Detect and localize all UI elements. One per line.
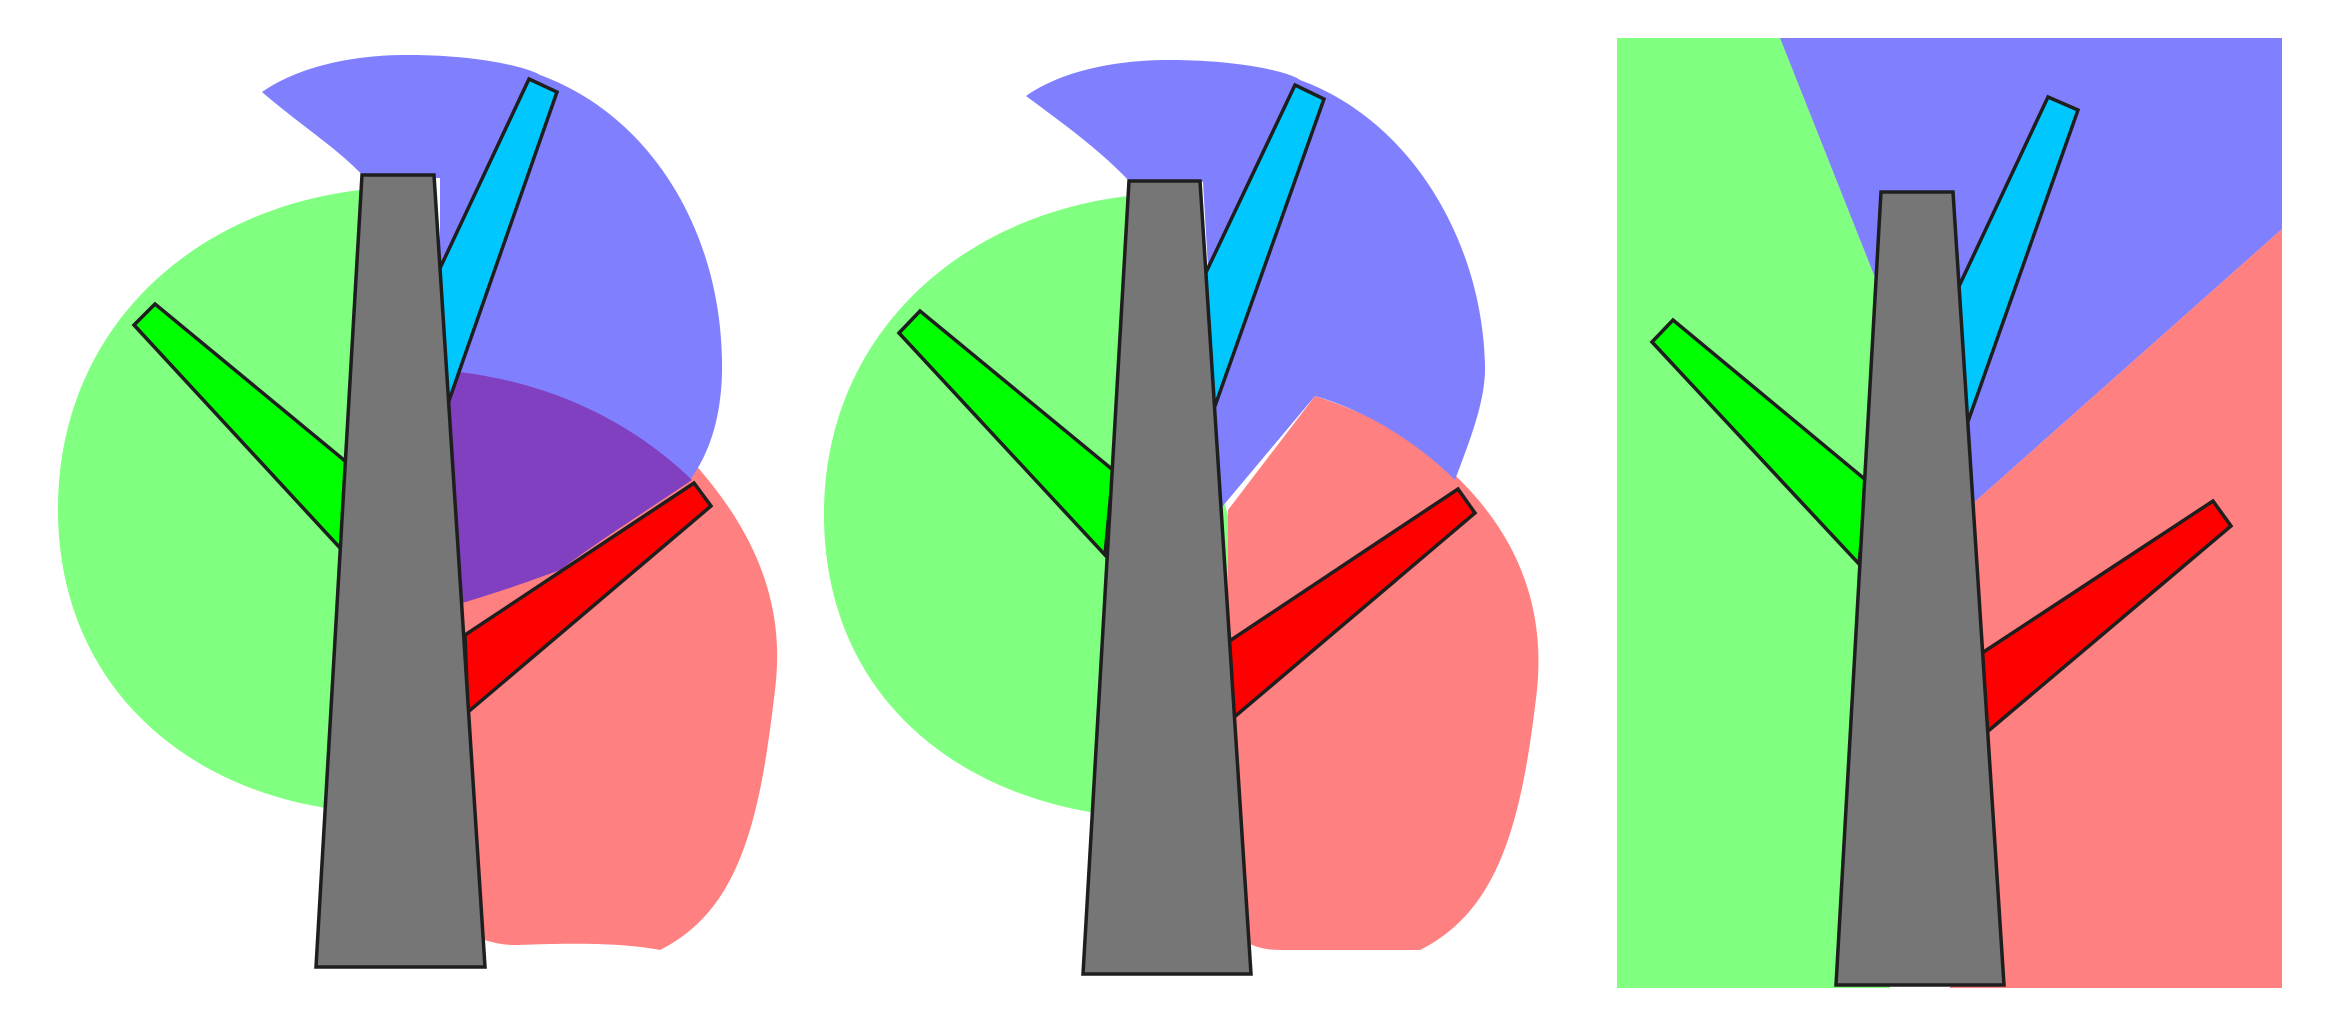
panel-overlapping-regions [57, 54, 778, 969]
gray-trunk [1834, 190, 2006, 987]
panel-partitioned-regions [823, 59, 1539, 976]
red-region [1228, 396, 1539, 950]
green-region [1617, 38, 1890, 988]
purple-overlap-region [440, 370, 692, 605]
blue-region [1780, 38, 2282, 515]
gray-trunk [1081, 179, 1253, 976]
gray-trunk [314, 173, 487, 969]
panel-linear-regions [1617, 38, 2282, 988]
